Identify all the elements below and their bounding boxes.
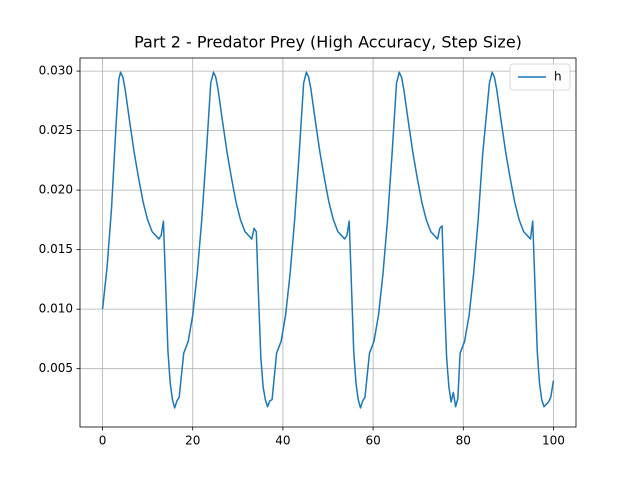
y-tick-label: 0.005 xyxy=(39,361,73,375)
legend-label: h xyxy=(554,70,562,84)
x-tick-label: 80 xyxy=(456,434,471,448)
x-tick-label: 100 xyxy=(542,434,565,448)
x-tick-label: 60 xyxy=(365,434,380,448)
x-tick-label: 20 xyxy=(185,434,200,448)
x-tick-label: 0 xyxy=(99,434,107,448)
chart-title: Part 2 - Predator Prey (High Accuracy, S… xyxy=(134,33,522,52)
y-tick-label: 0.030 xyxy=(39,64,73,78)
y-tick-label: 0.015 xyxy=(39,242,73,256)
x-tick-label: 40 xyxy=(275,434,290,448)
y-tick-label: 0.020 xyxy=(39,183,73,197)
plot-frame xyxy=(79,57,577,428)
y-tick-label: 0.010 xyxy=(39,302,73,316)
y-tick-label: 0.025 xyxy=(39,123,73,137)
data-line xyxy=(101,71,555,409)
